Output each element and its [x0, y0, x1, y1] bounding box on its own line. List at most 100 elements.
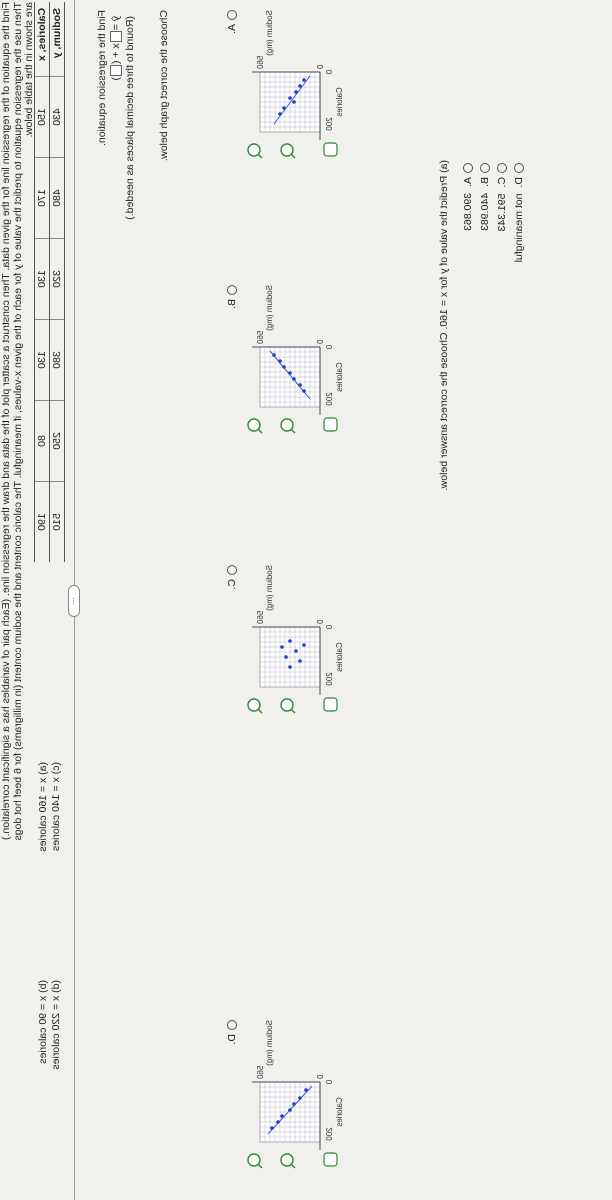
- prompt: Choose the correct graph below.: [158, 10, 170, 162]
- tick-label: 200: [325, 117, 334, 131]
- scatter-dot: [298, 383, 302, 387]
- option-letter: C.: [226, 579, 238, 590]
- open-icon[interactable]: [323, 1152, 338, 1167]
- answer-box[interactable]: [110, 65, 123, 77]
- zoom-icon[interactable]: [247, 418, 261, 432]
- scatter-dot: [278, 112, 282, 116]
- part-label: (a) x = 160 calories: [37, 762, 49, 852]
- table-cell: 250: [49, 400, 65, 482]
- scatter-dot: [288, 1108, 292, 1112]
- option-letter: A.: [462, 177, 474, 187]
- zoom-icon[interactable]: [280, 418, 294, 432]
- scatter-dot: [298, 659, 302, 663]
- zoom-icon[interactable]: [280, 698, 294, 712]
- zoom-icon[interactable]: [247, 698, 261, 712]
- open-icon[interactable]: [323, 142, 338, 157]
- zoom-icon: [257, 1163, 263, 1169]
- radio-button[interactable]: [227, 1020, 238, 1030]
- tick-label: 200: [325, 672, 334, 686]
- option-letter: D.: [226, 1034, 238, 1045]
- answer-option[interactable]: B. 440.983: [479, 163, 491, 231]
- graph-option[interactable]: D.: [226, 1020, 238, 1045]
- graph-option[interactable]: C.: [226, 565, 238, 590]
- data-table: Calories, x 150 170 130 130 80 190 Sodium, y 430…: [34, 2, 65, 562]
- answer-option[interactable]: D. not meaningful: [513, 163, 525, 262]
- scatter-dot: [284, 655, 288, 659]
- note: (Round to three decimal places as needed…: [124, 16, 136, 220]
- scatter-dot: [298, 84, 302, 88]
- radio-button[interactable]: [227, 10, 238, 20]
- scatter-dot: [270, 1126, 274, 1130]
- graph-option[interactable]: B.: [226, 285, 238, 309]
- zoom-icon[interactable]: [247, 1153, 261, 1167]
- option-letter: C.: [496, 177, 508, 188]
- scatter-dot: [280, 645, 284, 649]
- table-cell: 170: [34, 157, 50, 239]
- option-text: 390.863: [462, 192, 474, 231]
- part-label: (b) x = 90 calories: [37, 980, 49, 1064]
- prompt: (a) Predict the value of y for x = 160. …: [438, 160, 450, 491]
- prompt: Find the regression equation.: [96, 10, 108, 147]
- table-cell: Calories, x: [34, 2, 50, 77]
- table-cell: 480: [49, 157, 65, 239]
- scatter-dot: [278, 359, 282, 363]
- tick-label: 0: [316, 1075, 325, 1080]
- radio-button[interactable]: [463, 163, 474, 173]
- scatter-dot: [282, 106, 286, 110]
- scatter-dot: [292, 377, 296, 381]
- tick-label: 0: [325, 1080, 334, 1085]
- answer-box[interactable]: [110, 31, 123, 43]
- radio-button[interactable]: [497, 163, 508, 173]
- scatter-dot: [288, 639, 292, 643]
- instruction-line: Find the equation of the regression line…: [0, 2, 12, 840]
- option-text: not meaningful: [513, 193, 525, 263]
- tick-label: 560: [256, 611, 265, 625]
- radio-button[interactable]: [227, 285, 238, 295]
- table-cell: 190: [34, 481, 50, 562]
- axis-label: Calories: [335, 1097, 344, 1126]
- zoom-icon: [290, 1163, 296, 1169]
- table-cell: 430: [49, 76, 65, 158]
- table-cell: 130: [34, 238, 50, 320]
- tick-label: 0: [325, 625, 334, 630]
- table-cell: 130: [34, 319, 50, 401]
- zoom-icon: [290, 708, 296, 714]
- table-cell: 150: [34, 76, 50, 158]
- scatter-dot: [288, 371, 292, 375]
- open-icon[interactable]: [323, 697, 338, 712]
- tick-label: 0: [325, 70, 334, 75]
- option-letter: B.: [226, 299, 238, 309]
- scatter-dot: [288, 96, 292, 100]
- zoom-icon: [257, 153, 263, 159]
- scatter-dot: [282, 365, 286, 369]
- open-icon[interactable]: [323, 417, 338, 432]
- radio-button[interactable]: [480, 163, 491, 173]
- zoom-icon[interactable]: [247, 143, 261, 157]
- scatter-dot: [294, 649, 298, 653]
- zoom-icon[interactable]: [280, 1153, 294, 1167]
- scatter-dot: [272, 353, 276, 357]
- axis-label: Sodium (mg): [265, 10, 274, 56]
- answer-option[interactable]: A. 390.863: [462, 163, 474, 231]
- zoom-icon: [257, 708, 263, 714]
- radio-button[interactable]: [514, 163, 525, 173]
- zoom-icon[interactable]: [280, 143, 294, 157]
- regression-line: [273, 75, 311, 125]
- table-cell: 320: [49, 238, 65, 320]
- axis-label: Calories: [335, 87, 344, 116]
- graph-option[interactable]: A.: [226, 10, 238, 34]
- scatter-dot: [302, 643, 306, 647]
- answer-option[interactable]: C. 591.343: [496, 163, 508, 231]
- tick-label: 200: [325, 392, 334, 406]
- equation-text: ): [110, 77, 122, 81]
- radio-button[interactable]: [227, 565, 238, 575]
- scatter-dot: [280, 1114, 284, 1118]
- axis-label: Sodium (mg): [265, 285, 274, 331]
- expand-button[interactable]: ···: [68, 585, 80, 617]
- scatter-dot: [302, 78, 306, 82]
- table-row: Calories, x 150 170 130 130 80 190: [34, 2, 50, 562]
